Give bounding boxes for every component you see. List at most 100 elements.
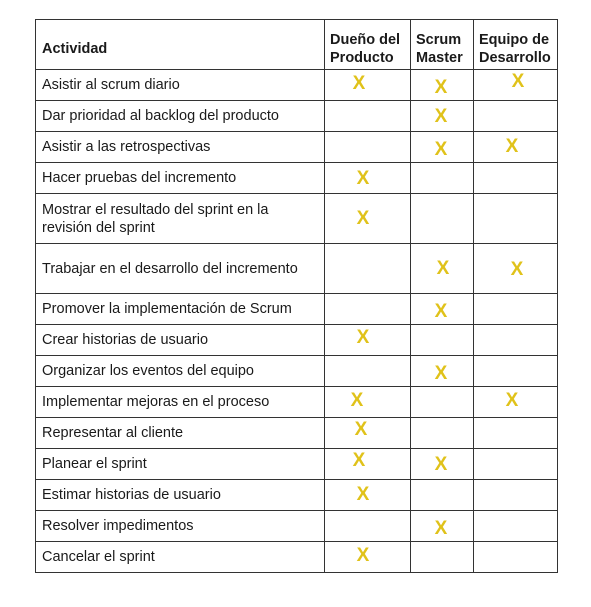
scrum-master-cell: X bbox=[410, 293, 474, 325]
table-row: Mostrar el resultado del sprint en la re… bbox=[35, 193, 558, 244]
product-owner-cell: X bbox=[324, 448, 411, 480]
table-row: Trabajar en el desarrollo del incremento… bbox=[35, 243, 558, 294]
dev-team-cell: X bbox=[473, 386, 558, 418]
activity-cell: Trabajar en el desarrollo del incremento bbox=[35, 243, 325, 294]
product-owner-cell: X bbox=[324, 69, 411, 101]
dev-team-mark: X bbox=[511, 70, 525, 92]
product-owner-cell: X bbox=[324, 162, 411, 194]
scrum-master-mark: X bbox=[434, 453, 448, 475]
product-owner-mark: X bbox=[354, 418, 368, 440]
table-row: Crear historias de usuario X bbox=[35, 324, 558, 356]
product-owner-cell: X bbox=[324, 324, 411, 356]
scrum-master-mark: X bbox=[434, 76, 448, 98]
product-owner-mark: X bbox=[356, 208, 370, 229]
activity-cell: Planear el sprint bbox=[35, 448, 325, 480]
scrum-master-mark: X bbox=[436, 258, 450, 279]
table-row: Promover la implementación de Scrum X bbox=[35, 293, 558, 325]
scrum-master-cell: X bbox=[410, 243, 474, 294]
product-owner-cell bbox=[324, 355, 411, 387]
product-owner-cell bbox=[324, 510, 411, 542]
product-owner-cell bbox=[324, 293, 411, 325]
activity-cell: Asistir a las retrospectivas bbox=[35, 131, 325, 163]
header-dev-team-line1: Equipo de bbox=[479, 31, 550, 48]
activity-cell: Promover la implementación de Scrum bbox=[35, 293, 325, 325]
scrum-master-cell bbox=[410, 417, 474, 449]
scrum-master-cell bbox=[410, 193, 474, 244]
activity-cell: Cancelar el sprint bbox=[35, 541, 325, 573]
dev-team-cell bbox=[473, 355, 558, 387]
scrum-master-cell bbox=[410, 479, 474, 511]
product-owner-mark: X bbox=[356, 544, 370, 566]
table-row: Implementar mejoras en el proceso X X bbox=[35, 386, 558, 418]
table-row: Asistir a las retrospectivas X X bbox=[35, 131, 558, 163]
dev-team-cell bbox=[473, 162, 558, 194]
scrum-master-cell: X bbox=[410, 131, 474, 163]
scrum-master-mark: X bbox=[434, 138, 448, 160]
product-owner-cell: X bbox=[324, 417, 411, 449]
header-row: Actividad Dueño del Producto Scrum Maste… bbox=[35, 19, 558, 70]
scrum-master-mark: X bbox=[434, 362, 448, 384]
table-row: Estimar historias de usuario X bbox=[35, 479, 558, 511]
activity-cell: Asistir al scrum diario bbox=[35, 69, 325, 101]
table-row: Resolver impedimentos X bbox=[35, 510, 558, 542]
dev-team-cell bbox=[473, 448, 558, 480]
responsibility-table: Actividad Dueño del Producto Scrum Maste… bbox=[35, 19, 558, 573]
table-row: Asistir al scrum diario X X X bbox=[35, 69, 558, 101]
header-product-owner: Dueño del Producto bbox=[324, 19, 411, 70]
header-product-owner-line2: Producto bbox=[330, 49, 394, 66]
table-row: Planear el sprint X X bbox=[35, 448, 558, 480]
activity-cell: Mostrar el resultado del sprint en la re… bbox=[35, 193, 325, 244]
scrum-master-cell: X bbox=[410, 69, 474, 101]
scrum-master-cell: X bbox=[410, 448, 474, 480]
dev-team-cell: X bbox=[473, 131, 558, 163]
table-body: Asistir al scrum diario X X X Dar prioridad … bbox=[35, 69, 558, 573]
product-owner-cell bbox=[324, 243, 411, 294]
scrum-master-cell bbox=[410, 162, 474, 194]
table-row: Cancelar el sprint X bbox=[35, 541, 558, 573]
dev-team-cell bbox=[473, 510, 558, 542]
header-dev-team: Equipo de Desarrollo bbox=[473, 19, 558, 70]
scrum-master-cell bbox=[410, 386, 474, 418]
table-row: Organizar los eventos del equipo X bbox=[35, 355, 558, 387]
activity-cell: Crear historias de usuario bbox=[35, 324, 325, 356]
dev-team-mark: X bbox=[505, 135, 519, 157]
product-owner-mark: X bbox=[350, 389, 364, 411]
scrum-master-mark: X bbox=[434, 300, 448, 322]
dev-team-cell: X bbox=[473, 243, 558, 294]
product-owner-cell: X bbox=[324, 386, 411, 418]
activity-cell: Dar prioridad al backlog del producto bbox=[35, 100, 325, 132]
header-dev-team-line2: Desarrollo bbox=[479, 49, 551, 66]
product-owner-cell bbox=[324, 131, 411, 163]
scrum-master-cell: X bbox=[410, 355, 474, 387]
product-owner-mark: X bbox=[356, 483, 370, 505]
product-owner-cell: X bbox=[324, 479, 411, 511]
table-row: Representar al cliente X bbox=[35, 417, 558, 449]
header-activity: Actividad bbox=[35, 19, 325, 70]
table-row: Hacer pruebas del incremento X bbox=[35, 162, 558, 194]
product-owner-mark: X bbox=[356, 326, 370, 348]
activity-cell: Hacer pruebas del incremento bbox=[35, 162, 325, 194]
product-owner-cell: X bbox=[324, 541, 411, 573]
scrum-master-cell: X bbox=[410, 510, 474, 542]
dev-team-cell bbox=[473, 100, 558, 132]
header-scrum-master-line1: Scrum bbox=[416, 31, 462, 48]
dev-team-cell bbox=[473, 324, 558, 356]
dev-team-cell: X bbox=[473, 69, 558, 101]
product-owner-cell: X bbox=[324, 193, 411, 244]
scrum-master-cell: X bbox=[410, 100, 474, 132]
dev-team-cell bbox=[473, 417, 558, 449]
dev-team-cell bbox=[473, 293, 558, 325]
header-scrum-master-line2: Master bbox=[416, 49, 463, 66]
dev-team-mark: X bbox=[505, 389, 519, 411]
dev-team-mark: X bbox=[510, 259, 524, 280]
scrum-master-mark: X bbox=[434, 517, 448, 539]
table-row: Dar prioridad al backlog del producto X bbox=[35, 100, 558, 132]
product-owner-mark: X bbox=[352, 449, 366, 471]
activity-cell: Organizar los eventos del equipo bbox=[35, 355, 325, 387]
header-activity-label: Actividad bbox=[42, 40, 108, 57]
product-owner-cell bbox=[324, 100, 411, 132]
product-owner-mark: X bbox=[352, 72, 366, 94]
dev-team-cell bbox=[473, 193, 558, 244]
dev-team-cell bbox=[473, 479, 558, 511]
activity-cell: Estimar historias de usuario bbox=[35, 479, 325, 511]
